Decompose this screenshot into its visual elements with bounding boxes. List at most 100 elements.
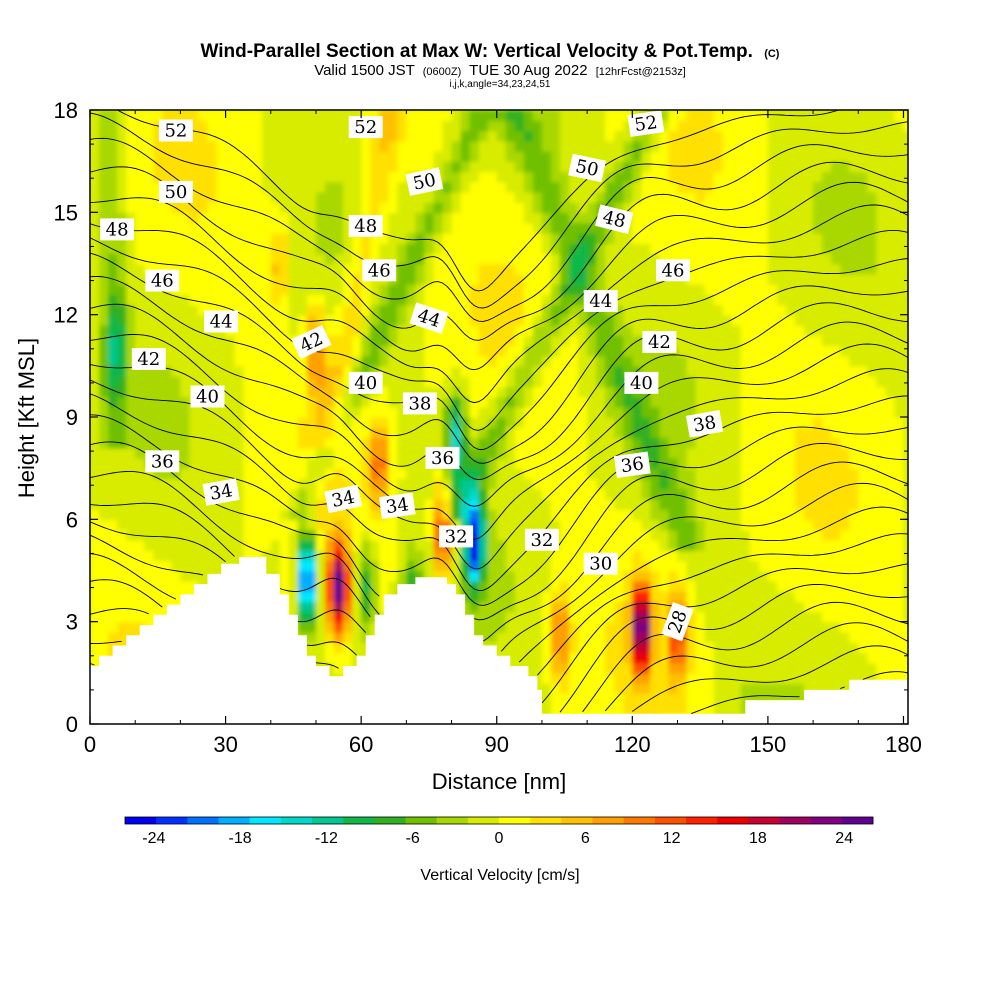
theta-label: 42 <box>642 331 677 353</box>
chart-subtitle: Valid 1500 JST (0600Z) TUE 30 Aug 2022 [… <box>314 62 686 79</box>
colorbar-frame <box>124 816 874 825</box>
theta-label-text: 32 <box>445 526 468 547</box>
theta-contour-line <box>90 137 908 322</box>
x-tick-label: 120 <box>614 732 651 757</box>
theta-label-text: 36 <box>431 448 454 469</box>
theta-contour-line <box>90 302 908 481</box>
title-mark: (C) <box>764 48 780 60</box>
colorbar-swatch <box>218 817 250 824</box>
theta-label: 34 <box>324 484 363 514</box>
theta-label-text: 50 <box>411 169 438 194</box>
colorbar-tick-label: -24 <box>142 830 165 847</box>
theta-label: 36 <box>425 446 460 469</box>
theta-label-text: 34 <box>330 487 357 512</box>
x-tick-label: 150 <box>750 732 787 757</box>
theta-label: 46 <box>145 269 180 292</box>
theta-contour-line <box>90 161 908 341</box>
chart-title: Wind-Parallel Section at Max W: Vertical… <box>201 41 780 62</box>
theta-label: 36 <box>145 450 180 473</box>
colorbar-swatch <box>686 817 718 824</box>
theta-label-text: 40 <box>630 373 653 394</box>
theta-label-text: 46 <box>662 260 685 281</box>
colorbar-swatch <box>499 817 531 824</box>
subtitle-utc: (0600Z) <box>423 66 462 78</box>
theta-label: 44 <box>583 290 618 312</box>
plot-area: 52 50 48 46 44 42 40 36 34 52 50 48 46 44 42 40 38 36 34 34… <box>90 110 908 724</box>
y-tick-label: 18 <box>54 98 78 123</box>
theta-label-text: 36 <box>151 451 174 472</box>
theta-contour-line <box>90 229 908 431</box>
theta-contour-line <box>90 321 908 507</box>
colorbar-ticks: -24 -18 -12 -6 0 6 12 18 24 <box>142 830 853 847</box>
x-axis: 0 30 60 90 120 150 180 <box>84 110 922 757</box>
x-tick-label: 30 <box>213 732 237 757</box>
vertical-velocity-field <box>90 110 908 724</box>
theta-label-text: 46 <box>368 260 391 281</box>
theta-label: 46 <box>362 259 397 282</box>
colorbar-tick-label: -6 <box>406 830 420 847</box>
subtitle-forecast: [12hrFcst@2153z] <box>596 66 686 78</box>
colorbar-tick-label: -18 <box>229 830 252 847</box>
colorbar-swatch <box>312 817 344 824</box>
colorbar-swatch <box>810 817 843 824</box>
chart-indices: i,j,k,angle=34,23,24,51 <box>450 79 551 90</box>
theta-label: 46 <box>656 259 690 282</box>
theta-label: 48 <box>100 218 135 241</box>
theta-label-text: 44 <box>589 291 612 312</box>
theta-label: 38 <box>685 410 724 438</box>
theta-label: 32 <box>439 525 474 548</box>
theta-contour-line <box>90 506 908 663</box>
theta-label: 30 <box>583 552 618 575</box>
theta-contour-line <box>90 461 908 642</box>
theta-contour-line <box>90 533 908 676</box>
theta-label: 50 <box>568 153 607 183</box>
theta-label-text: 40 <box>196 387 219 408</box>
colorbar-swatch <box>125 817 157 824</box>
theta-contour-line <box>90 252 908 450</box>
theta-contour-line <box>90 368 908 570</box>
colorbar-tick-label: 24 <box>835 830 853 847</box>
y-tick-label: 0 <box>66 712 78 737</box>
theta-label: 52 <box>627 110 665 137</box>
theta-contour-line <box>90 441 908 621</box>
colorbar-tick-label: 18 <box>749 830 767 847</box>
colorbar-swatch <box>436 817 469 824</box>
theta-label-text: 42 <box>648 332 671 353</box>
theta-label-text: 48 <box>106 219 129 240</box>
theta-contour-line <box>90 553 908 704</box>
colorbar-swatch <box>841 817 874 824</box>
theta-label-text: 52 <box>633 112 659 136</box>
colorbar-swatch <box>343 817 375 824</box>
subtitle-valid: Valid 1500 JST <box>314 62 414 79</box>
theta-contour-line <box>90 343 908 540</box>
colorbar <box>124 816 874 825</box>
colorbar-label: Vertical Velocity [cm/s] <box>420 867 579 884</box>
theta-contour-line <box>90 622 908 712</box>
theta-label-text: 52 <box>354 117 377 138</box>
theta-label-text: 40 <box>354 373 377 394</box>
theta-label: 52 <box>158 119 193 142</box>
colorbar-tick-label: 12 <box>663 830 681 847</box>
theta-contour-line <box>90 414 908 606</box>
y-tick-label: 15 <box>54 200 78 225</box>
theta-contour-line <box>90 181 908 371</box>
theta-label: 38 <box>402 392 437 415</box>
theta-label-text: 34 <box>208 480 234 505</box>
theta-label: 42 <box>131 348 166 370</box>
colorbar-swatch <box>717 817 749 824</box>
colorbar-swatch <box>748 817 780 824</box>
colorbar-swatch <box>530 817 562 824</box>
y-tick-label: 12 <box>54 303 78 328</box>
theta-contour-line <box>90 276 908 464</box>
colorbar-swatch <box>561 817 593 824</box>
theta-contour-line <box>90 393 908 592</box>
theta-label: 52 <box>348 116 383 139</box>
colorbar-swatch <box>156 817 188 824</box>
x-tick-label: 90 <box>484 732 508 757</box>
x-tick-label: 60 <box>349 732 373 757</box>
colorbar-swatch <box>467 817 500 824</box>
colorbar-swatch <box>374 817 406 824</box>
theta-contour-line <box>690 671 908 715</box>
theta-label-text: 38 <box>408 393 431 414</box>
